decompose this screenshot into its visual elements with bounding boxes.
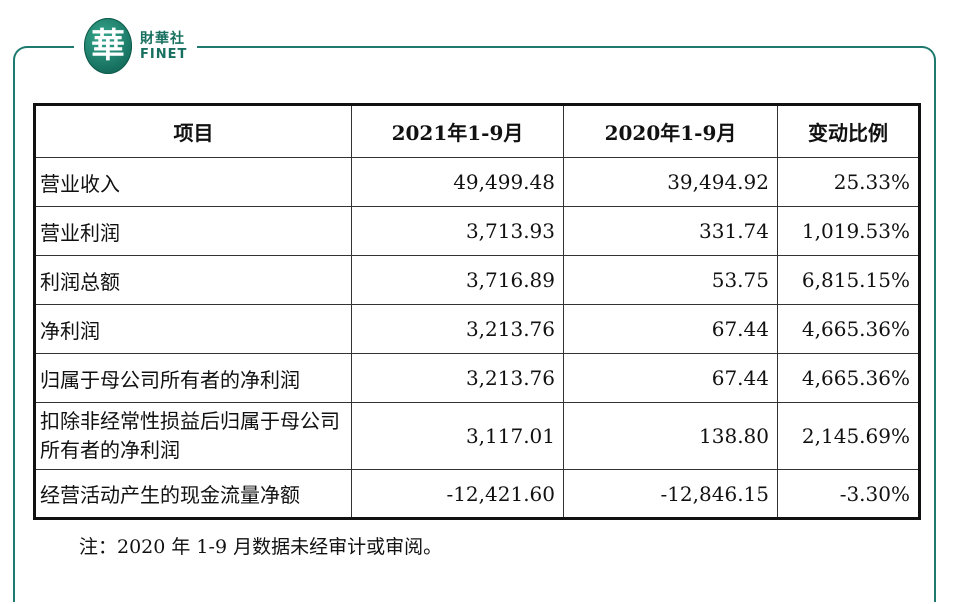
footnote: 注：2020 年 1-9 月数据未经审计或审阅。: [79, 536, 443, 558]
row-change: 4,665.36%: [777, 304, 920, 354]
table-row: 营业收入 49,499.48 39,494.92 25.33%: [34, 157, 920, 207]
row-item: 营业收入: [34, 157, 352, 207]
header-2020: 2020年1-9月: [563, 104, 778, 158]
row-change: 4,665.36%: [777, 353, 920, 403]
table-row: 营业利润 3,713.93 331.74 1,019.53%: [34, 206, 920, 256]
table-row: 归属于母公司所有者的净利润 3,213.76 67.44 4,665.36%: [34, 353, 920, 403]
row-change: 25.33%: [777, 157, 920, 207]
finet-logo: 華 財華社 FINET: [74, 14, 198, 78]
row-change: 6,815.15%: [777, 255, 920, 305]
financial-table: 项目 2021年1-9月 2020年1-9月 变动比例 营业收入 49,499.…: [33, 103, 921, 520]
table-header-row: 项目 2021年1-9月 2020年1-9月 变动比例: [34, 104, 920, 158]
row-2021: -12,421.60: [351, 469, 564, 519]
row-2021: 3,213.76: [351, 353, 564, 403]
row-2020: 39,494.92: [563, 157, 778, 207]
row-2021: 49,499.48: [351, 157, 564, 207]
table-row: 净利润 3,213.76 67.44 4,665.36%: [34, 304, 920, 354]
logo-name-cn: 財華社: [140, 30, 185, 47]
header-2021: 2021年1-9月: [351, 104, 564, 158]
row-2021: 3,117.01: [351, 402, 564, 470]
row-item: 净利润: [34, 304, 352, 354]
table-row: 利润总额 3,716.89 53.75 6,815.15%: [34, 255, 920, 305]
row-2020: 138.80: [563, 402, 778, 470]
row-item: 营业利润: [34, 206, 352, 256]
row-2020: 67.44: [563, 304, 778, 354]
row-2020: -12,846.15: [563, 469, 778, 519]
logo-name-en: FINET: [140, 46, 188, 62]
row-item: 归属于母公司所有者的净利润: [34, 353, 352, 403]
logo-text: 財華社 FINET: [140, 32, 187, 61]
row-change: 1,019.53%: [777, 206, 920, 256]
header-change: 变动比例: [777, 104, 920, 158]
row-2020: 67.44: [563, 353, 778, 403]
row-item: 利润总额: [34, 255, 352, 305]
content-frame: [13, 46, 936, 602]
row-item: 经营活动产生的现金流量净额: [34, 469, 352, 519]
row-change: 2,145.69%: [777, 402, 920, 470]
table-row: 经营活动产生的现金流量净额 -12,421.60 -12,846.15 -3.3…: [34, 469, 920, 519]
row-item: 扣除非经常性损益后归属于母公司所有者的净利润: [34, 402, 352, 470]
header-item: 项目: [34, 104, 352, 158]
row-2021: 3,716.89: [351, 255, 564, 305]
row-2020: 53.75: [563, 255, 778, 305]
row-2020: 331.74: [563, 206, 778, 256]
row-2021: 3,213.76: [351, 304, 564, 354]
table-row: 扣除非经常性损益后归属于母公司所有者的净利润 3,117.01 138.80 2…: [34, 402, 920, 470]
row-2021: 3,713.93: [351, 206, 564, 256]
logo-mark-icon: 華: [84, 18, 132, 74]
row-change: -3.30%: [777, 469, 920, 519]
